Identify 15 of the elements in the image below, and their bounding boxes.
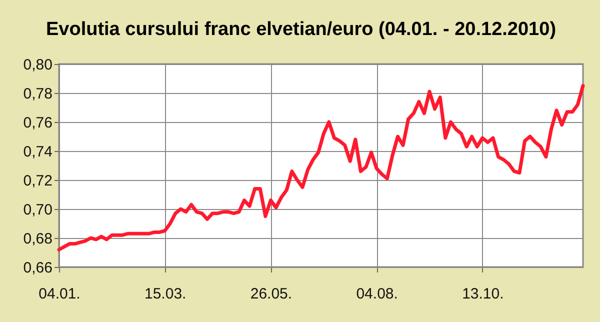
- line-series: [57, 84, 585, 252]
- y-tick-label: 0,68: [23, 230, 52, 248]
- y-tick-label: 0,76: [23, 114, 52, 132]
- y-tick-label: 0,80: [23, 56, 52, 74]
- x-tick-label: 15.03.: [144, 286, 186, 302]
- y-tick-label: 0,70: [23, 202, 52, 218]
- x-tick-label: 04.01.: [38, 286, 80, 302]
- x-tick-label: 04.08.: [356, 286, 398, 302]
- y-tick-label: 0,66: [23, 260, 52, 276]
- chart-title: Evolutia cursului franc elvetian/euro (04.01. - 20.12.2010): [46, 19, 556, 40]
- y-tick-label: 0,78: [23, 86, 52, 102]
- y-tick-label: 0,72: [23, 172, 52, 190]
- x-tick-label: 26.05.: [250, 286, 292, 302]
- x-tick-label: 13.10.: [462, 286, 504, 302]
- y-tick-label: 0,74: [23, 144, 52, 160]
